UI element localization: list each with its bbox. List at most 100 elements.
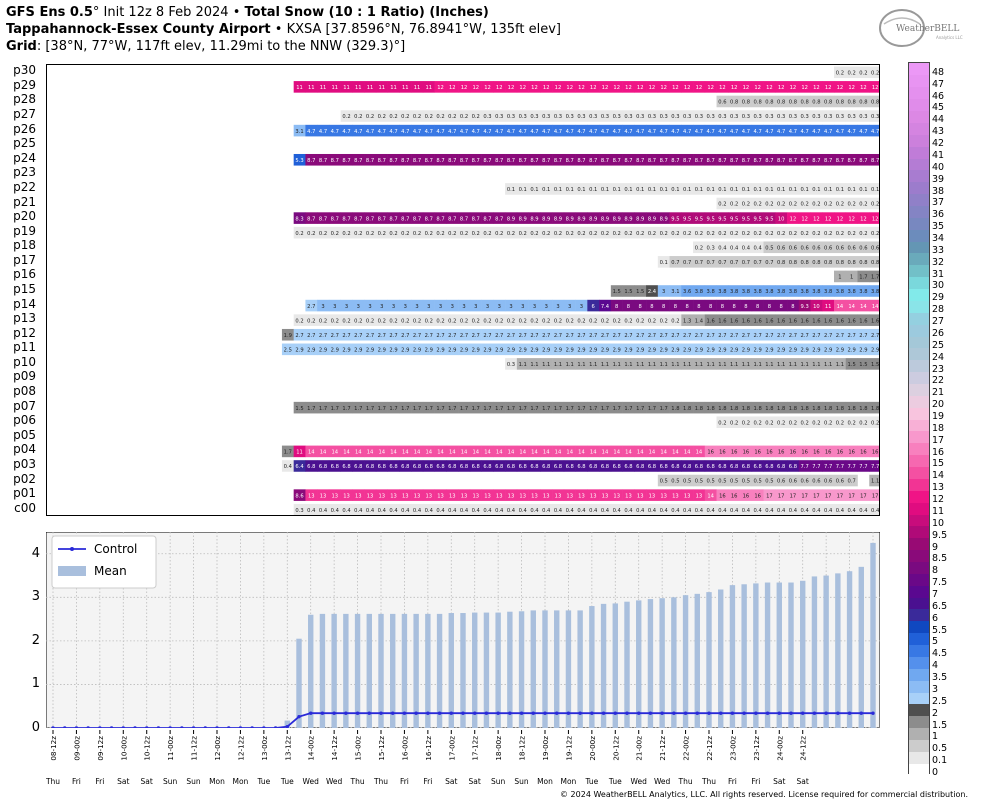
ensemble-cell [293, 81, 306, 93]
colorbar-label: 18 [932, 422, 945, 434]
ensemble-cell-label: 14 [449, 450, 456, 456]
ensemble-cell [340, 110, 353, 122]
day-label: Sun [514, 777, 529, 786]
ensemble-cell-label: 1.7 [319, 406, 327, 412]
colorbar-swatch [909, 169, 929, 183]
ensemble-cell [399, 489, 412, 501]
ensemble-cell-label: 8.9 [519, 216, 527, 222]
ensemble-cell [669, 226, 682, 239]
ensemble-cell-label: 0.2 [448, 231, 456, 237]
ensemble-cell-label: 13 [578, 493, 585, 499]
ensemble-cell [646, 299, 659, 312]
ensemble-cell-label: 0.2 [613, 318, 621, 324]
line-bar-plot: Control Mean [45, 531, 881, 730]
ensemble-cell-label: 1.1 [554, 362, 562, 368]
ensemble-cell [857, 445, 870, 458]
ensemble-cell [587, 314, 600, 326]
colorbar-swatch [909, 691, 929, 705]
ensemble-cell [857, 256, 870, 268]
ensemble-cell-label: 2.9 [331, 348, 339, 354]
colorbar-label: 36 [932, 209, 945, 221]
ensemble-cell-label: 0.4 [577, 508, 586, 514]
ensemble-cell-label: 2.9 [601, 348, 609, 354]
ensemble-cell [704, 401, 717, 414]
ensemble-cell [857, 226, 870, 239]
ensemble-cell [869, 270, 879, 283]
ensemble-cell [728, 474, 741, 487]
mean-bar [518, 611, 525, 728]
colorbar-swatch [909, 241, 929, 254]
ensemble-cell-label: 17 [860, 493, 867, 499]
ensemble-cell [798, 183, 811, 195]
colorbar-swatch [909, 466, 929, 479]
ensemble-cell-label: 0.2 [413, 231, 421, 237]
ensemble-cell-label: 8.7 [354, 216, 362, 222]
ensemble-cell [669, 153, 682, 166]
ensemble-cell [505, 358, 518, 370]
ensemble-cell [505, 489, 518, 501]
ensemble-cell [516, 314, 529, 326]
ensemble-cell-label: 1.1 [801, 362, 809, 368]
ensemble-cell-label: 14 [425, 450, 432, 456]
ensemble-cell-label: 0.2 [601, 318, 609, 324]
mean-bar [296, 638, 302, 728]
ensemble-cell-label: 1.7 [613, 406, 621, 412]
mean-bar [319, 613, 326, 728]
control-point [812, 711, 817, 715]
ensemble-cell-label: 0.1 [730, 187, 738, 193]
control-point [320, 711, 325, 715]
ensemble-cell-label: 0.2 [366, 318, 374, 324]
ensemble-cell-label: 0.2 [566, 231, 574, 237]
colorbar-label: 43 [932, 126, 945, 138]
ensemble-cell-label: 1.7 [859, 275, 867, 281]
ensemble-cell-label: 0.2 [859, 420, 867, 426]
ensemble-cell [716, 226, 729, 239]
ensemble-cell-label: 2.9 [683, 348, 691, 354]
ensemble-cell-label: 4.7 [718, 129, 726, 135]
colorbar-label: 31 [932, 268, 945, 280]
ensemble-cell [328, 299, 341, 312]
day-label: Mon [537, 777, 553, 786]
ensemble-cell [340, 503, 353, 515]
ensemble-cell [810, 241, 823, 254]
colorbar-label: 22 [932, 375, 945, 387]
member-label: p28 [13, 92, 36, 107]
ensemble-cell-label: 16 [731, 450, 738, 456]
ensemble-cell-label: 6.8 [413, 464, 421, 470]
ensemble-cell [552, 153, 565, 166]
ensemble-cell [469, 110, 482, 122]
ensemble-cell [681, 153, 694, 166]
ensemble-cell-label: 0.8 [824, 100, 832, 106]
ensemble-cell [610, 110, 623, 122]
ensemble-cell-label: 8.7 [495, 216, 503, 222]
ensemble-cell [458, 212, 471, 224]
ensemble-cell-label: 2.9 [307, 348, 315, 354]
ensemble-cell [587, 445, 600, 458]
ensemble-cell [305, 343, 318, 356]
ensemble-cell [716, 197, 729, 210]
ensemble-cell-label: 11 [378, 85, 385, 91]
ensemble-cell-label: 14 [872, 304, 879, 310]
ensemble-cell [869, 226, 879, 239]
ensemble-cell-label: 13 [672, 493, 679, 499]
ensemble-cell [364, 153, 377, 166]
ensemble-cell-label: 8 [768, 304, 771, 310]
ensemble-cell [481, 503, 494, 515]
ensemble-cell-label: 13 [590, 493, 597, 499]
ensemble-cell-label: 2.7 [495, 333, 503, 339]
ensemble-cell-label: 0.2 [354, 114, 362, 120]
ensemble-cell-label: 0.2 [624, 318, 632, 324]
ensemble-cell-label: 13 [496, 493, 503, 499]
ensemble-cell [845, 241, 858, 254]
ensemble-cell-label: 11 [308, 85, 315, 91]
ensemble-cell-label: 12 [731, 85, 738, 91]
ensemble-cell [305, 212, 318, 224]
ensemble-cell [857, 95, 870, 108]
ensemble-cell-label: 1.1 [695, 362, 703, 368]
ensemble-cell [481, 401, 494, 414]
ensemble-cell [693, 503, 706, 515]
ensemble-cell [493, 503, 506, 515]
ensemble-cell-label: 8.7 [401, 158, 409, 164]
control-point [332, 711, 336, 715]
